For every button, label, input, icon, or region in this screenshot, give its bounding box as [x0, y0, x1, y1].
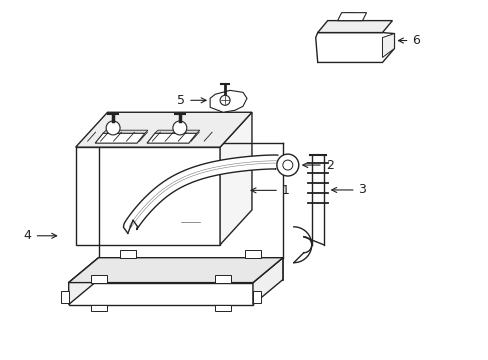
- Polygon shape: [215, 275, 230, 283]
- Polygon shape: [103, 130, 148, 133]
- Polygon shape: [210, 90, 246, 112]
- Polygon shape: [95, 133, 144, 143]
- Text: 1: 1: [250, 184, 289, 197]
- Polygon shape: [317, 21, 392, 32]
- Polygon shape: [220, 112, 251, 245]
- Polygon shape: [123, 155, 277, 233]
- Polygon shape: [68, 258, 99, 305]
- Polygon shape: [76, 147, 220, 245]
- Polygon shape: [252, 258, 282, 305]
- Circle shape: [173, 121, 186, 135]
- Circle shape: [347, 13, 355, 21]
- Circle shape: [106, 121, 120, 135]
- Polygon shape: [61, 291, 68, 302]
- Polygon shape: [215, 305, 230, 311]
- Polygon shape: [68, 258, 282, 283]
- Circle shape: [220, 95, 229, 105]
- Text: 6: 6: [398, 34, 419, 47]
- Polygon shape: [382, 33, 394, 58]
- Polygon shape: [76, 112, 251, 147]
- Text: 3: 3: [331, 184, 366, 197]
- Text: 5: 5: [177, 94, 205, 107]
- Polygon shape: [68, 283, 252, 305]
- Polygon shape: [99, 165, 282, 280]
- Polygon shape: [99, 143, 282, 258]
- Circle shape: [282, 160, 292, 170]
- Text: 4: 4: [24, 229, 57, 242]
- Polygon shape: [120, 250, 136, 258]
- Text: 2: 2: [302, 158, 333, 172]
- Polygon shape: [244, 250, 261, 258]
- Polygon shape: [337, 13, 366, 21]
- Polygon shape: [315, 32, 394, 62]
- Polygon shape: [147, 133, 196, 143]
- Polygon shape: [90, 275, 106, 283]
- Circle shape: [276, 154, 298, 176]
- Polygon shape: [90, 305, 106, 311]
- Polygon shape: [155, 130, 200, 133]
- Polygon shape: [252, 291, 261, 302]
